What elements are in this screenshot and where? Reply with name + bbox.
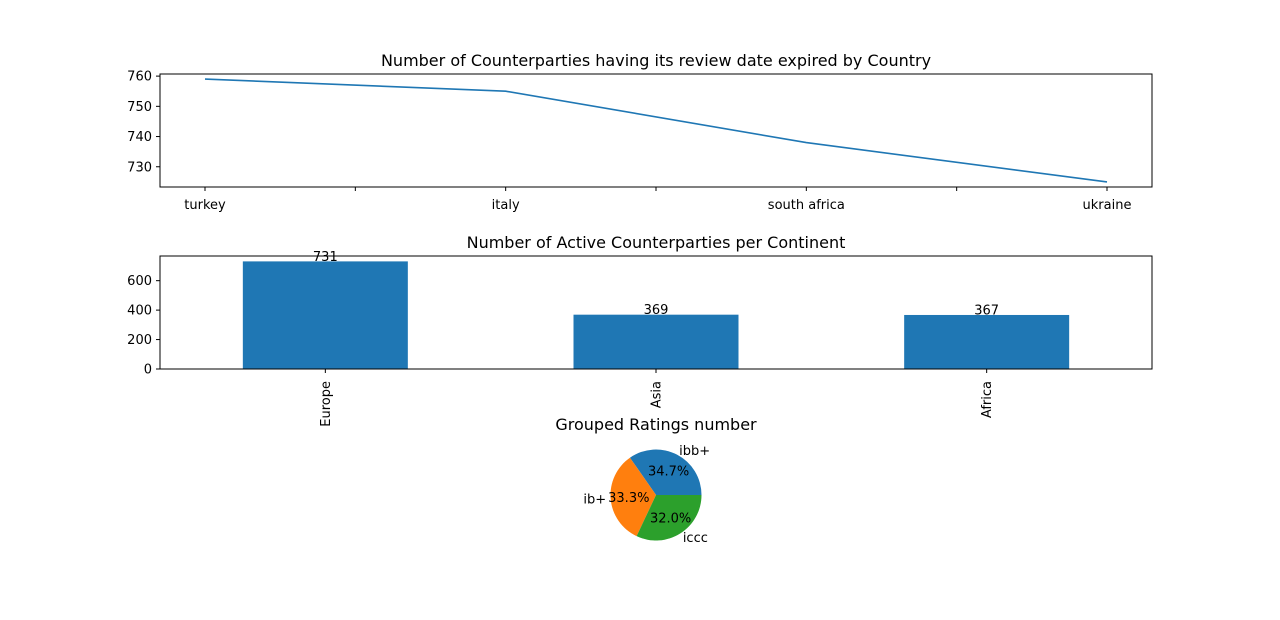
bar-x-tick-label: Asia bbox=[650, 381, 665, 408]
bar-value-label: 731 bbox=[313, 250, 338, 265]
pie-category-label: ib+ bbox=[583, 493, 606, 508]
line-chart-title: Number of Counterparties having its revi… bbox=[381, 51, 931, 70]
line-y-tick-label: 740 bbox=[127, 130, 152, 145]
bar-chart: Number of Active Counterparties per Cont… bbox=[127, 233, 1153, 427]
line-x-tick-label: south africa bbox=[768, 198, 845, 213]
bar-value-label: 367 bbox=[974, 303, 999, 318]
bar bbox=[904, 314, 1070, 369]
bar-chart-frame bbox=[159, 255, 1153, 370]
pie-category-label: iccc bbox=[683, 531, 708, 546]
line-y-tick-label: 760 bbox=[127, 70, 152, 85]
bar-y-tick-label: 600 bbox=[127, 274, 152, 289]
bar-y-tick-label: 0 bbox=[144, 363, 152, 378]
bar-chart-title: Number of Active Counterparties per Cont… bbox=[467, 233, 846, 252]
line-chart: Number of Counterparties having its revi… bbox=[127, 51, 1153, 213]
line-x-tick-label: turkey bbox=[184, 198, 226, 213]
pie-slice bbox=[629, 449, 702, 495]
pie-percent-label: 34.7% bbox=[648, 464, 689, 479]
bar bbox=[242, 261, 408, 369]
line-x-tick-label: italy bbox=[492, 198, 520, 213]
bar-x-tick-label: Europe bbox=[319, 381, 334, 427]
pie-chart: Grouped Ratings number 34.7% ibb+ 33.3%ib+… bbox=[555, 415, 757, 546]
line-chart-frame bbox=[159, 73, 1153, 188]
line-series bbox=[204, 78, 1108, 183]
line-x-tick-label: ukraine bbox=[1083, 198, 1132, 213]
bar bbox=[573, 314, 739, 369]
bar-y-tick-label: 200 bbox=[127, 333, 152, 348]
bar-y-tick-label: 400 bbox=[127, 304, 152, 319]
bar-value-label: 369 bbox=[644, 303, 669, 318]
line-y-tick-label: 730 bbox=[127, 160, 152, 175]
pie-percent-label: 32.0% bbox=[650, 512, 691, 527]
pie-slice bbox=[636, 495, 702, 541]
pie-chart-title: Grouped Ratings number bbox=[555, 415, 757, 434]
pie-slices: 34.7% ibb+ 33.3%ib+ 32.0% iccc bbox=[583, 444, 710, 546]
bar-series: 731 369 367 bbox=[242, 250, 1070, 369]
line-chart-axes: 730 740 750 760 turkey italy south africa ukrai… bbox=[127, 70, 1131, 213]
pie-slice bbox=[610, 457, 656, 537]
bar-x-tick-label: Africa bbox=[980, 381, 995, 418]
pie-percent-label: 33.3% bbox=[608, 491, 649, 506]
line-y-tick-label: 750 bbox=[127, 100, 152, 115]
bar-chart-axes: 0 200 400 600 Europe Asia Africa bbox=[127, 274, 995, 427]
pie-category-label: ibb+ bbox=[679, 444, 710, 459]
